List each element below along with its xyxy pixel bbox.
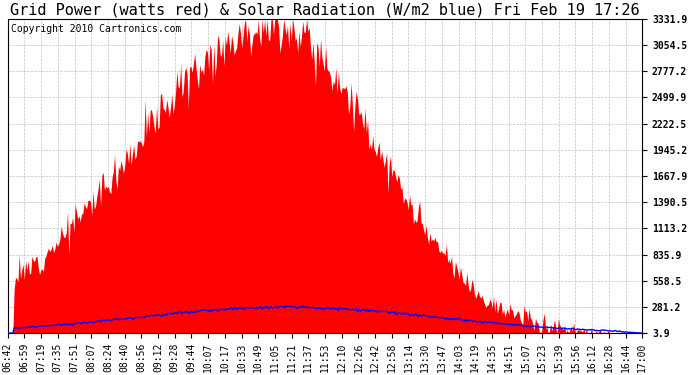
Title: Grid Power (watts red) & Solar Radiation (W/m2 blue) Fri Feb 19 17:26: Grid Power (watts red) & Solar Radiation… xyxy=(10,3,640,18)
Text: Copyright 2010 Cartronics.com: Copyright 2010 Cartronics.com xyxy=(11,24,181,34)
